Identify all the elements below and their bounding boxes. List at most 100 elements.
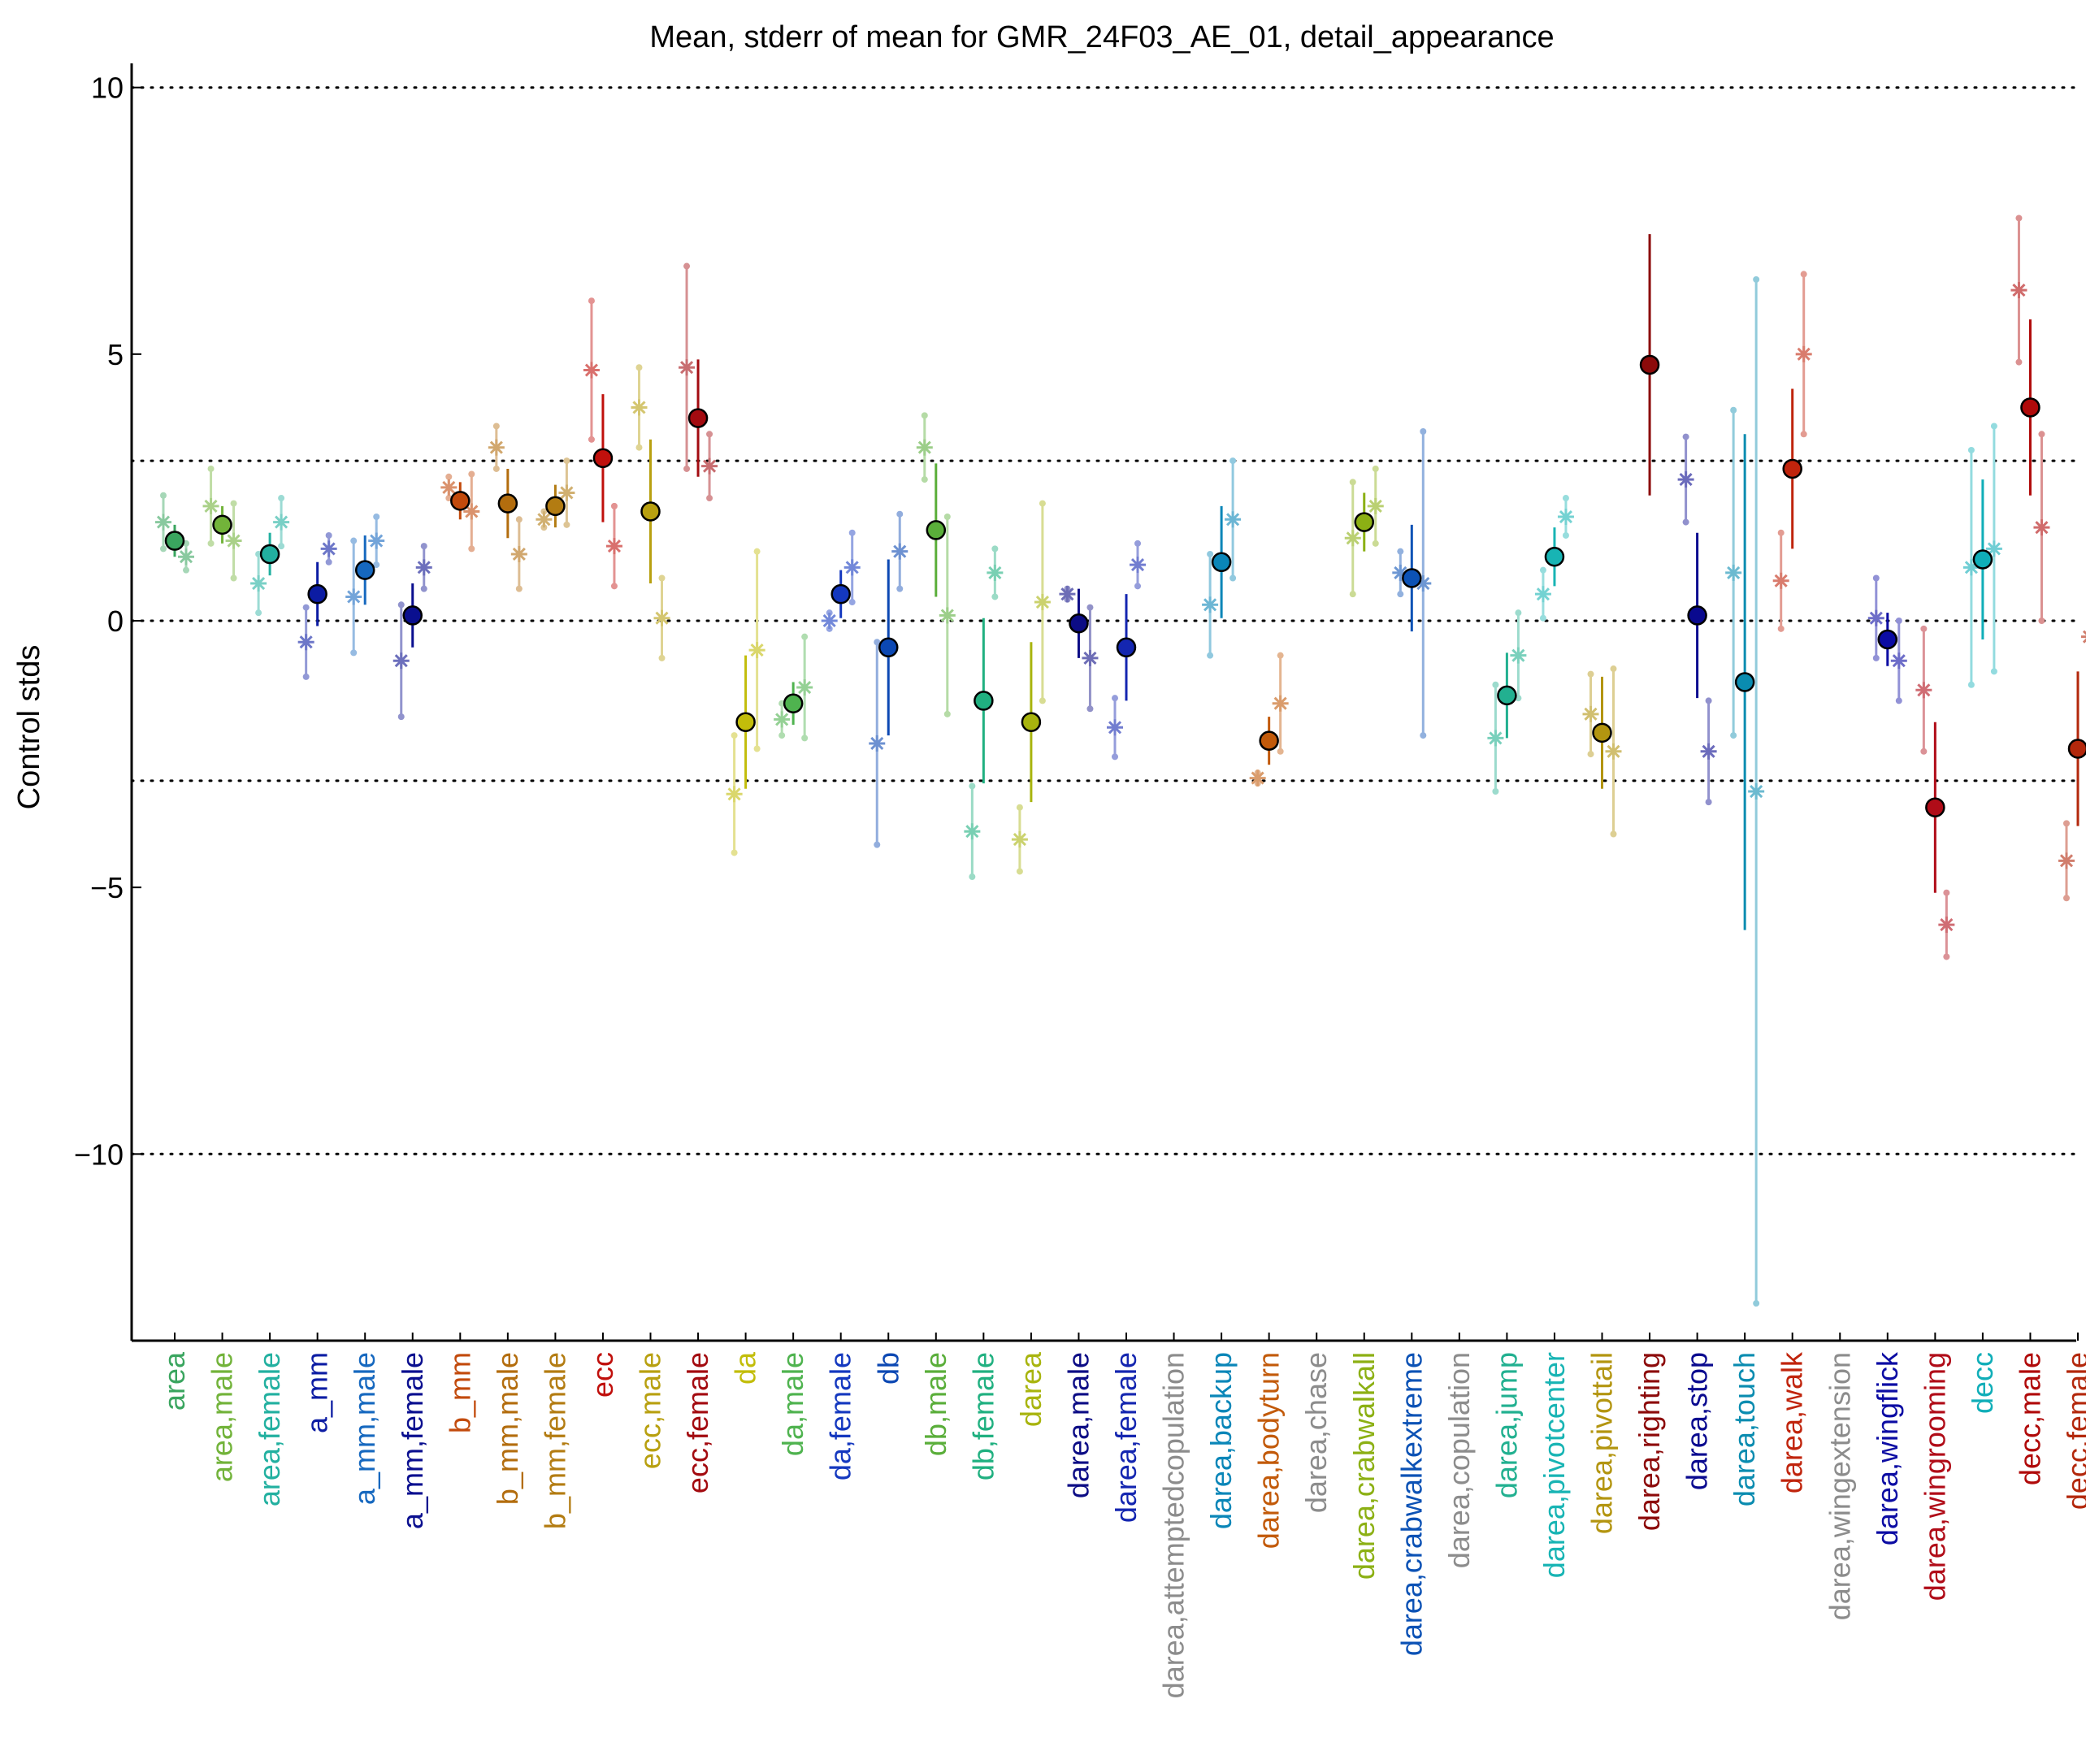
star-stroke <box>1559 509 1573 524</box>
star-marker <box>1748 783 1765 800</box>
female-error-cap <box>420 543 427 550</box>
female-error-cap <box>610 502 618 509</box>
male-error-cap <box>397 713 405 721</box>
female-error-cap <box>1372 540 1379 547</box>
female-error-cap <box>1277 748 1284 755</box>
female-error-cap <box>230 574 237 582</box>
category-12 <box>726 548 765 856</box>
star-stroke <box>584 363 599 377</box>
star-stroke <box>2082 630 2086 635</box>
mean-point <box>1116 637 1137 658</box>
category-38 <box>1962 423 2002 688</box>
male-error-cap <box>2063 895 2070 902</box>
male-error-cap <box>492 423 500 430</box>
x-tick-label: decc,female <box>2061 1352 2086 1510</box>
male-error-cap <box>921 476 928 483</box>
mean-point <box>1925 797 1945 817</box>
star-marker <box>202 497 219 514</box>
mean-point <box>1211 552 1232 573</box>
mean-point <box>783 693 804 713</box>
x-tick-label: darea,bodyturn <box>1252 1352 1286 1549</box>
x-tick-label: darea,chase <box>1299 1352 1333 1513</box>
x-tick-label: darea,female <box>1109 1352 1143 1523</box>
category-34 <box>1772 271 1812 632</box>
star-marker <box>415 559 432 576</box>
female-error-cap <box>1086 604 1094 611</box>
y-axis-label: Control stds <box>12 645 46 810</box>
star-stroke <box>512 547 526 561</box>
category-23 <box>1249 652 1289 787</box>
male-error-cap <box>1207 652 1214 659</box>
male-error-cap <box>1587 751 1594 758</box>
star-marker <box>1534 586 1551 603</box>
star-stroke <box>1368 499 1382 513</box>
y-tick-label: −10 <box>74 1138 124 1171</box>
mean-point <box>497 493 518 514</box>
mean-point <box>1354 512 1374 532</box>
category-20 <box>1107 540 1146 761</box>
y-tick-label: −5 <box>90 871 124 904</box>
x-tick-label: darea,righting <box>1633 1352 1666 1531</box>
female-error-cap <box>1895 697 1902 704</box>
female-error-cap <box>278 543 285 550</box>
female-error-cap <box>1610 830 1617 838</box>
x-tick-label: darea,stop <box>1681 1352 1714 1490</box>
y-ticks: 10 5 0 −5 −10 <box>74 72 141 1171</box>
star-stroke <box>1511 648 1525 662</box>
star-marker <box>536 511 553 528</box>
female-error-cap <box>753 745 761 752</box>
mean-point <box>2020 397 2040 418</box>
female-error-cap <box>468 470 475 478</box>
star-marker <box>1344 530 1361 547</box>
category-15 <box>869 510 909 848</box>
star-marker <box>583 362 600 379</box>
female-error-cap <box>1134 540 1141 547</box>
mean-point <box>259 544 280 565</box>
male-error-cap <box>1967 446 1975 453</box>
female-error-cap <box>753 548 761 555</box>
female-error-cap <box>2038 431 2045 438</box>
x-tick-label: darea,backup <box>1204 1352 1238 1529</box>
x-tick-label: darea,walk <box>1776 1351 1809 1493</box>
male-error-cap <box>1207 550 1214 557</box>
male-error-cap <box>1492 681 1499 688</box>
star-stroke <box>1489 731 1503 745</box>
category-25 <box>1344 465 1384 598</box>
category-5 <box>392 543 432 721</box>
star-stroke <box>1536 587 1550 601</box>
female-error-cap <box>658 574 666 582</box>
male-error-cap <box>302 604 310 611</box>
male-error-cap <box>1349 479 1356 486</box>
x-tick-label: darea,wingrooming <box>1918 1352 1951 1601</box>
female-error-cap <box>1990 668 1997 675</box>
star-stroke <box>2059 854 2074 868</box>
female-error-cap <box>801 735 809 742</box>
mean-point <box>592 448 614 469</box>
star-stroke <box>1083 651 1097 665</box>
star-stroke <box>1940 918 1954 932</box>
star-stroke <box>537 513 551 527</box>
male-error-cap <box>1920 625 1928 632</box>
male-error-cap <box>1730 732 1737 739</box>
mean-point <box>2067 739 2086 759</box>
star-marker <box>1915 682 1932 699</box>
star-marker <box>1867 609 1884 626</box>
male-error-cap <box>1872 574 1880 582</box>
star-marker <box>869 735 886 752</box>
star-marker <box>1011 831 1028 848</box>
star-marker <box>345 588 362 605</box>
mean-point <box>450 491 471 511</box>
male-error-cap <box>874 639 881 646</box>
mean-point <box>354 560 375 580</box>
mean-point <box>1639 354 1660 375</box>
male-error-cap <box>2015 358 2023 366</box>
male-error-cap <box>683 262 691 270</box>
female-error-cap <box>1229 574 1237 582</box>
male-error-cap <box>160 545 167 553</box>
star-stroke <box>1226 513 1240 527</box>
star-stroke <box>893 544 907 558</box>
star-marker <box>225 532 242 549</box>
female-error-cap <box>1515 609 1522 617</box>
x-tick-label: a_mm,female <box>396 1352 429 1529</box>
star-stroke <box>1584 707 1598 721</box>
